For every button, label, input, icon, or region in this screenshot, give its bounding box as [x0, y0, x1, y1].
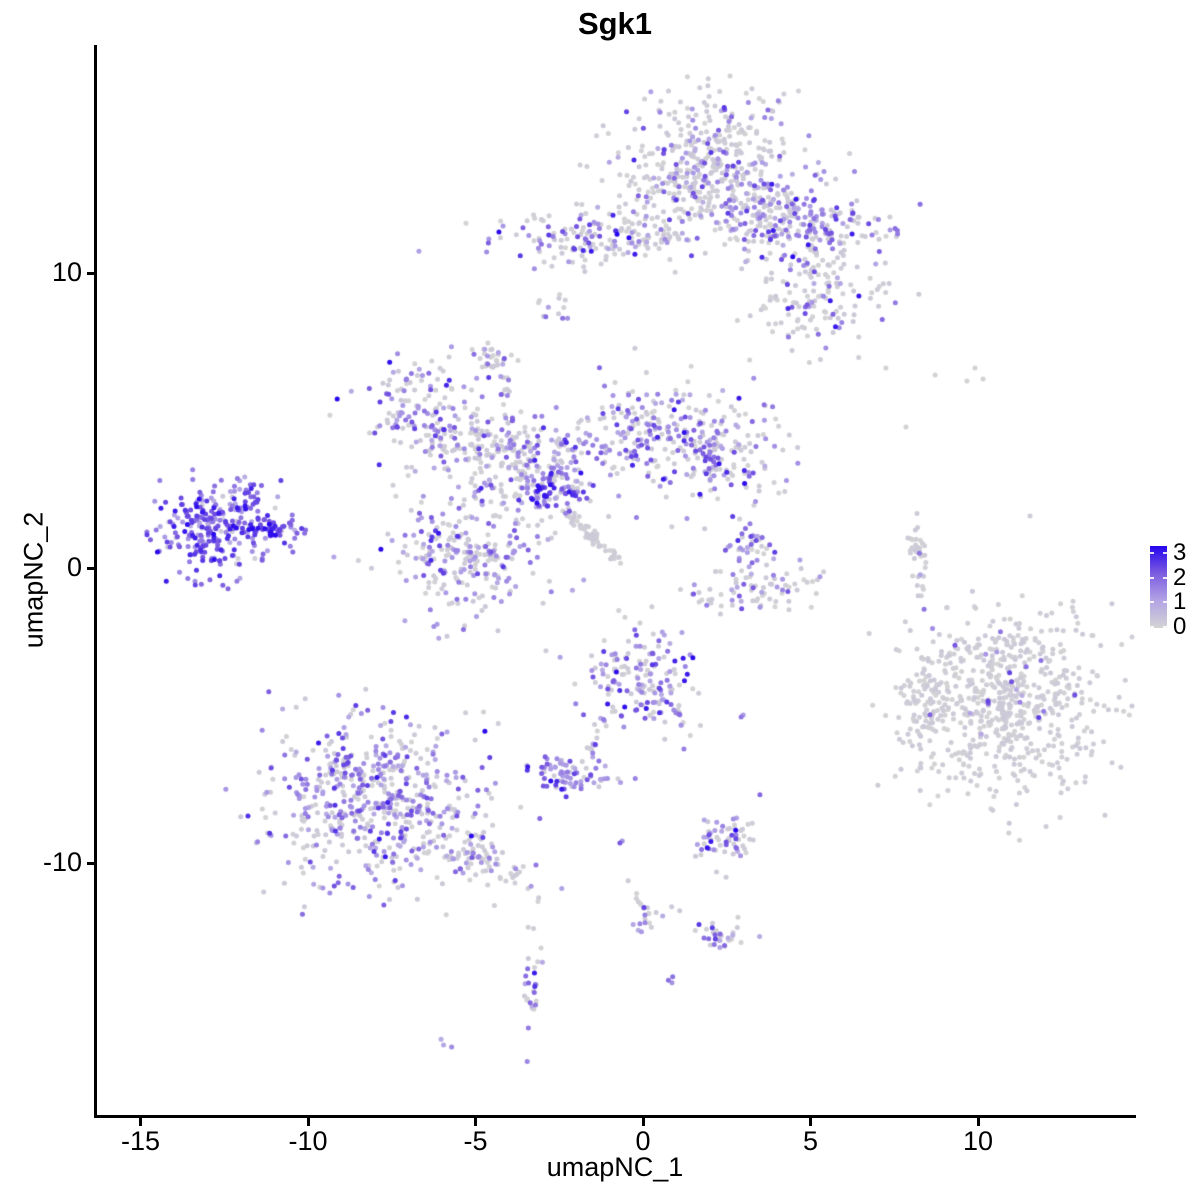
- y-tick-mark: [87, 271, 95, 275]
- legend-bar-tick: [1163, 626, 1167, 629]
- x-tick-mark: [641, 1118, 645, 1126]
- x-axis-line: [94, 1115, 1136, 1118]
- x-tick-mark: [474, 1118, 477, 1126]
- x-tick-mark: [809, 1118, 812, 1126]
- y-axis-line: [94, 45, 97, 1118]
- x-tick-mark: [139, 1118, 142, 1126]
- y-axis-title: umapNC_2: [18, 511, 49, 649]
- x-tick-label: 10: [962, 1126, 994, 1156]
- x-tick-label: 5: [802, 1126, 819, 1156]
- y-tick-mark: [87, 566, 95, 570]
- x-tick-mark: [976, 1118, 980, 1126]
- legend-bar-tick: [1150, 576, 1154, 579]
- legend-value-label: 2: [1173, 563, 1187, 591]
- x-tick-label: -15: [120, 1126, 161, 1156]
- x-tick-label: -5: [463, 1126, 488, 1156]
- legend-bar-tick: [1163, 576, 1167, 579]
- legend-gradient-bar: [1150, 546, 1167, 628]
- x-axis-title: umapNC_1: [546, 1152, 684, 1182]
- y-tick-label: -10: [42, 847, 82, 877]
- x-tick-label: 0: [635, 1126, 651, 1156]
- legend-value-label: 0: [1173, 613, 1187, 641]
- legend-value-label: 3: [1173, 539, 1187, 566]
- y-tick-mark: [87, 861, 95, 865]
- legend-bar-tick: [1150, 626, 1154, 629]
- legend-bar-tick: [1163, 552, 1167, 554]
- plot-title: Sgk1: [577, 6, 653, 41]
- legend-bar-tick: [1163, 601, 1167, 604]
- legend-value-label: 1: [1173, 588, 1187, 616]
- y-tick-label: 0: [66, 552, 82, 582]
- y-tick-label: 10: [51, 257, 82, 287]
- x-tick-mark: [306, 1118, 310, 1126]
- legend-bar-tick: [1150, 601, 1154, 604]
- x-tick-label: -10: [288, 1126, 328, 1156]
- legend-bar-tick: [1150, 552, 1154, 554]
